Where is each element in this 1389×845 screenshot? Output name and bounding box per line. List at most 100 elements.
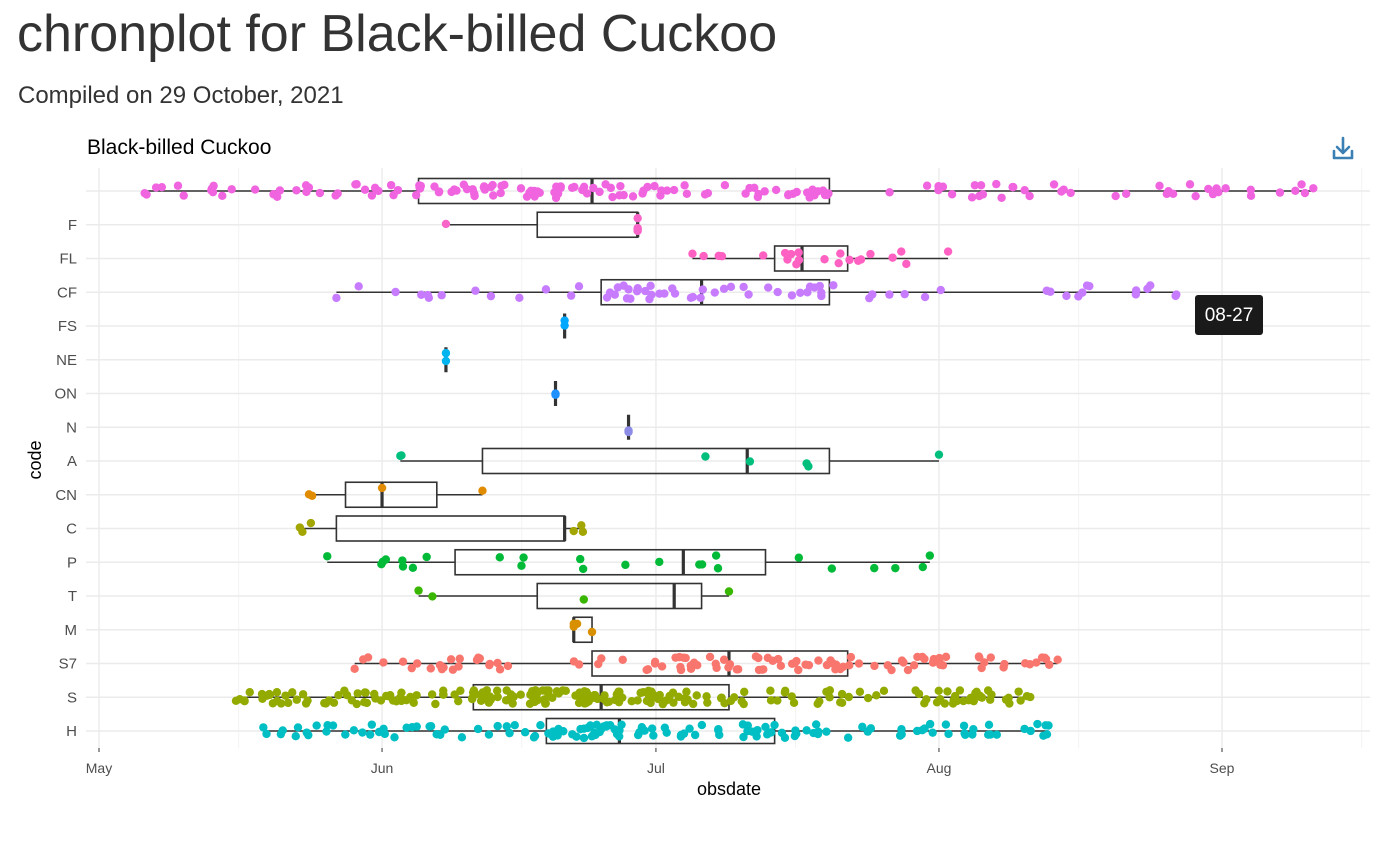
data-point[interactable] (944, 729, 953, 739)
data-point[interactable] (699, 251, 708, 261)
data-point[interactable] (561, 686, 570, 696)
data-point[interactable] (766, 686, 775, 695)
data-point[interactable] (386, 180, 396, 190)
data-point[interactable] (1005, 699, 1014, 708)
data-point[interactable] (227, 185, 236, 194)
data-point[interactable] (1066, 188, 1075, 198)
data-point[interactable] (983, 686, 993, 695)
data-point[interactable] (935, 694, 945, 704)
data-point[interactable] (710, 288, 719, 297)
data-point[interactable] (612, 729, 622, 739)
data-point[interactable] (773, 696, 782, 705)
data-point[interactable] (587, 627, 597, 637)
data-point[interactable] (740, 687, 749, 697)
data-point[interactable] (1008, 182, 1017, 192)
data-point[interactable] (922, 181, 932, 190)
data-point[interactable] (360, 185, 370, 194)
data-point[interactable] (725, 660, 735, 669)
data-point[interactable] (606, 183, 616, 193)
data-point[interactable] (787, 291, 797, 300)
data-point[interactable] (936, 285, 945, 295)
data-point[interactable] (657, 186, 666, 195)
data-point[interactable] (992, 730, 1001, 739)
data-point[interactable] (952, 696, 962, 706)
data-point[interactable] (457, 733, 467, 742)
data-point[interactable] (422, 552, 431, 562)
data-point[interactable] (959, 721, 969, 730)
data-point[interactable] (579, 733, 589, 743)
data-point[interactable] (642, 665, 651, 675)
data-point[interactable] (813, 699, 822, 709)
data-point[interactable] (870, 661, 879, 671)
data-point[interactable] (479, 182, 489, 191)
data-point[interactable] (872, 691, 881, 700)
data-point[interactable] (1204, 184, 1213, 194)
data-point[interactable] (578, 564, 588, 574)
data-point[interactable] (700, 190, 710, 199)
data-point[interactable] (541, 285, 551, 294)
data-point[interactable] (759, 251, 768, 260)
data-point[interactable] (291, 731, 300, 741)
data-point[interactable] (726, 282, 736, 292)
data-point[interactable] (367, 191, 377, 200)
data-point[interactable] (503, 661, 513, 671)
data-point[interactable] (1026, 726, 1035, 736)
data-point[interactable] (360, 697, 369, 707)
data-point[interactable] (1162, 189, 1171, 199)
data-point[interactable] (428, 592, 437, 601)
data-point[interactable] (495, 553, 504, 562)
data-point[interactable] (711, 551, 721, 560)
data-point[interactable] (759, 665, 768, 674)
data-point[interactable] (900, 289, 909, 299)
data-point[interactable] (519, 553, 528, 562)
data-point[interactable] (423, 290, 432, 300)
data-point[interactable] (515, 293, 524, 302)
data-point[interactable] (574, 282, 584, 291)
data-point[interactable] (789, 698, 799, 708)
data-point[interactable] (633, 226, 642, 236)
data-point[interactable] (845, 255, 854, 265)
data-point[interactable] (1300, 188, 1310, 198)
data-point[interactable] (497, 181, 506, 191)
data-point[interactable] (288, 688, 297, 697)
data-point[interactable] (352, 180, 361, 189)
data-point[interactable] (556, 183, 565, 193)
data-point[interactable] (814, 656, 823, 665)
data-point[interactable] (977, 663, 986, 673)
data-point[interactable] (883, 661, 892, 670)
data-point[interactable] (978, 190, 988, 199)
data-point[interactable] (780, 733, 790, 743)
data-point[interactable] (967, 193, 977, 202)
data-point[interactable] (834, 258, 843, 268)
data-point[interactable] (657, 662, 667, 671)
data-point[interactable] (1155, 181, 1164, 191)
data-point[interactable] (393, 185, 403, 195)
data-point[interactable] (766, 696, 776, 705)
data-point[interactable] (866, 724, 876, 733)
data-point[interactable] (570, 182, 579, 192)
data-point[interactable] (493, 692, 502, 702)
data-point[interactable] (591, 730, 600, 740)
data-point[interactable] (157, 182, 167, 192)
data-point[interactable] (621, 560, 630, 570)
data-point[interactable] (470, 191, 479, 201)
data-point[interactable] (283, 698, 293, 708)
data-point[interactable] (827, 564, 837, 573)
data-point[interactable] (763, 730, 772, 739)
data-point[interactable] (273, 192, 282, 202)
data-point[interactable] (307, 491, 317, 500)
data-point[interactable] (468, 185, 477, 194)
data-point[interactable] (493, 658, 502, 668)
data-point[interactable] (741, 189, 750, 198)
data-point[interactable] (879, 686, 889, 696)
data-point[interactable] (941, 652, 951, 662)
data-point[interactable] (820, 190, 830, 200)
data-point[interactable] (744, 290, 753, 299)
data-point[interactable] (701, 452, 710, 461)
data-point[interactable] (142, 190, 151, 199)
data-point[interactable] (536, 720, 545, 730)
download-button[interactable] (1328, 134, 1358, 164)
data-point[interactable] (650, 659, 660, 668)
data-point[interactable] (649, 693, 659, 702)
data-point[interactable] (408, 563, 418, 573)
